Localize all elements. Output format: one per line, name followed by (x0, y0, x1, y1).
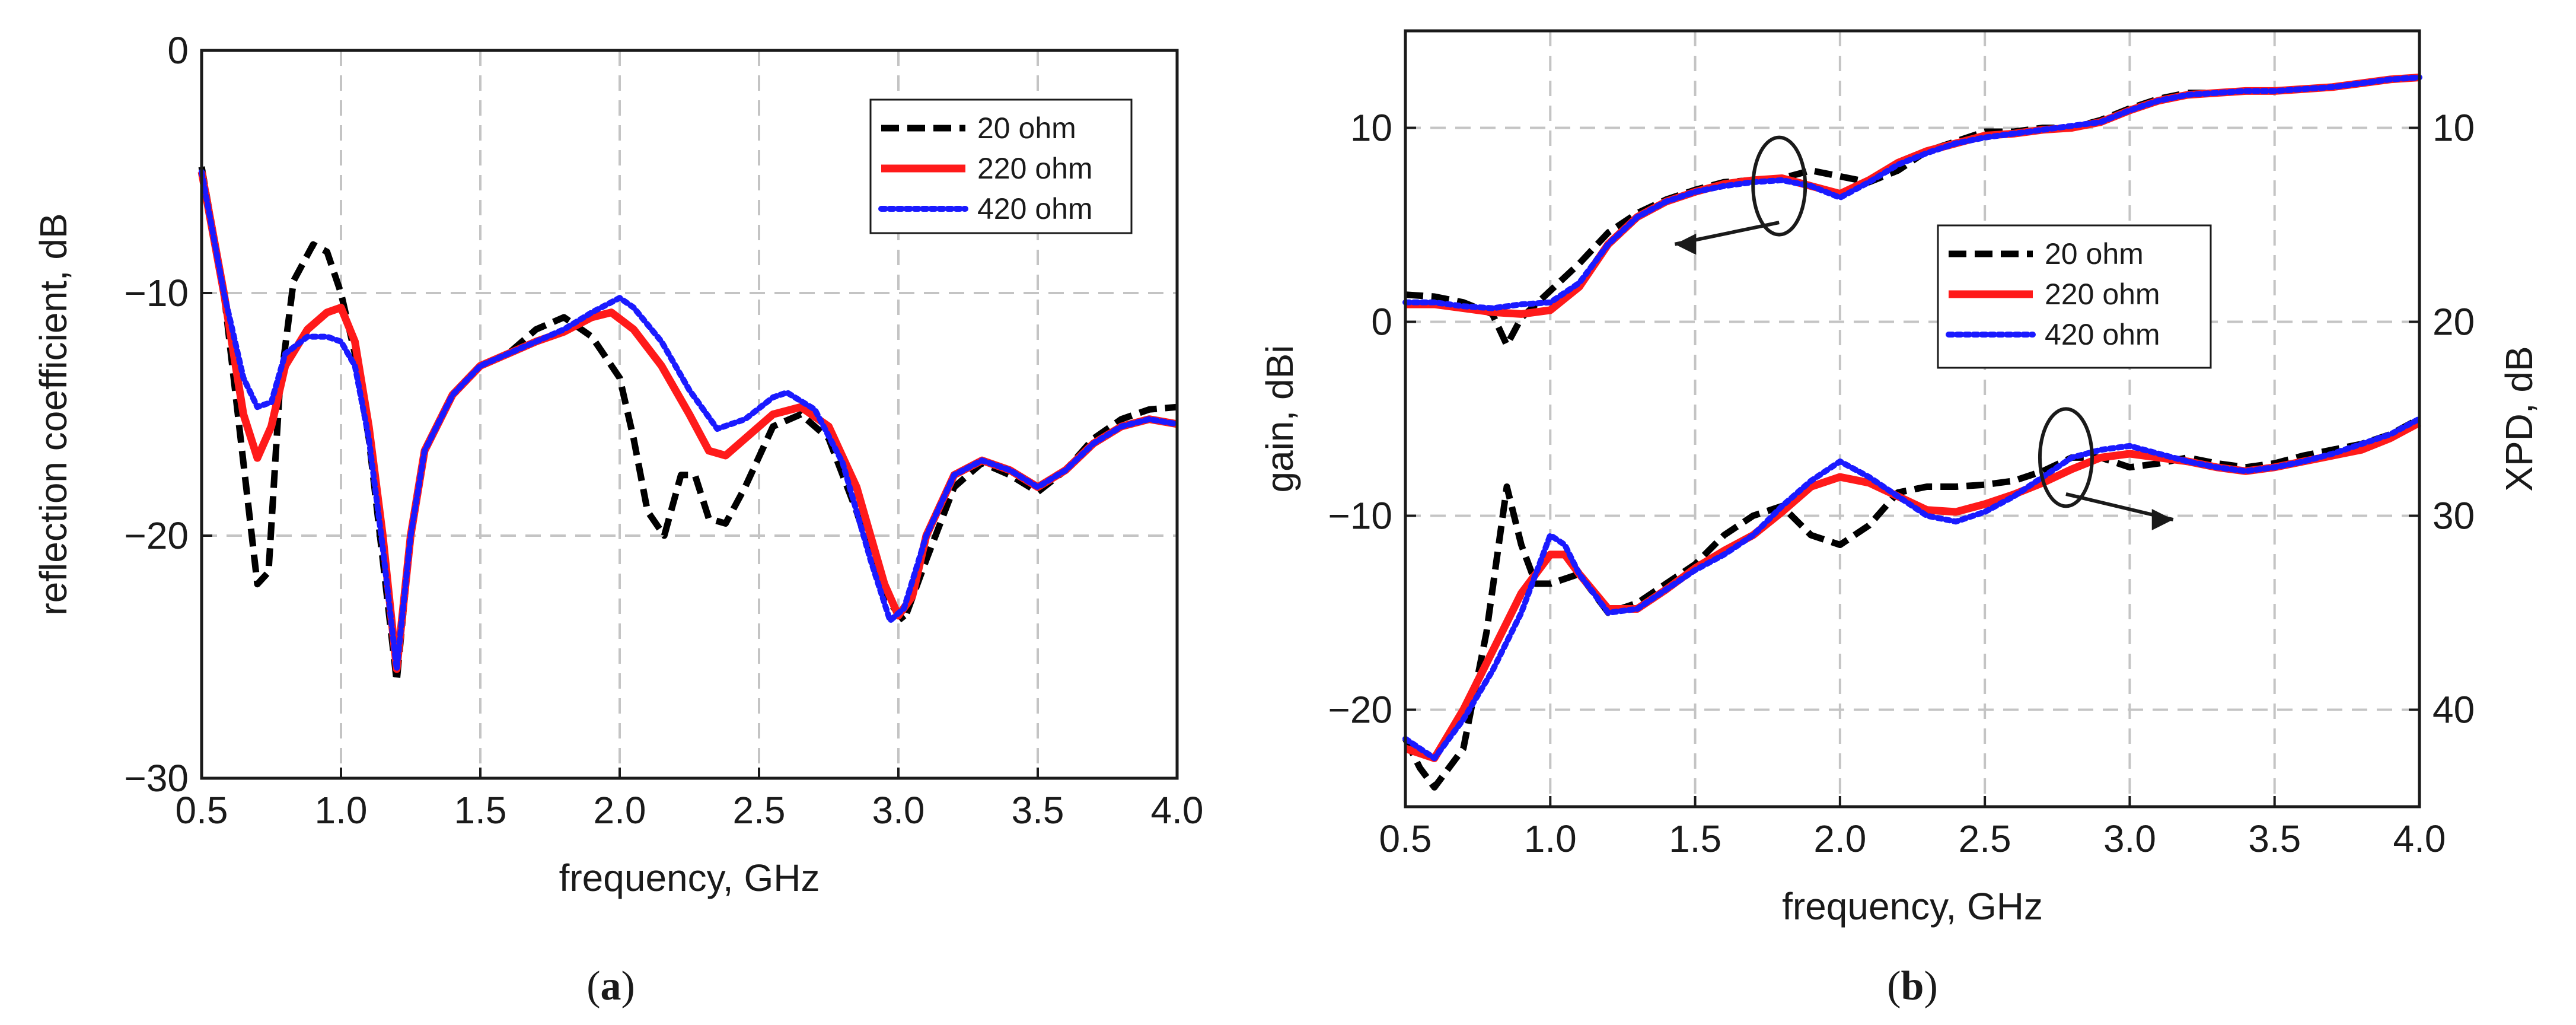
a-y-tick-label: −30 (124, 757, 189, 800)
a-series-220-ohm-line (197, 171, 1178, 673)
plot-b-legend: 20 ohm 220 ohm 420 ohm (1937, 224, 2212, 369)
a-legend-label-220-ohm: 220 ohm (977, 152, 1093, 185)
a-series-420-ohm-line (199, 168, 1180, 672)
plot-b-ticks: 0.5 1.0 1.5 2.0 2.5 3.0 3.5 4.0 10 0 −10 −20 10 20 30 4… (1328, 107, 2475, 861)
b-series-220-ohm-xpd-line (1404, 419, 2422, 762)
xpd-axis-indicator-arrowhead (2151, 509, 2173, 531)
b-y-tick-label: −20 (1328, 689, 1392, 731)
a-x-tick-label: 2.0 (594, 789, 646, 832)
a-legend-label-20-ohm: 20 ohm (977, 112, 1076, 145)
plot-a-caption-letter: a (601, 963, 621, 1009)
gain-axis-indicator-ellipse (1751, 135, 1807, 237)
b-x-tick-label: 4.0 (2393, 817, 2446, 860)
plot-b-series (1402, 74, 2422, 791)
plot-b-frame (1404, 29, 2421, 808)
a-y-tick-label: −10 (124, 272, 189, 314)
plot-a: 0.5 1.0 1.5 2.0 2.5 3.0 3.5 4.0 0 −10 −20 −30 frequ… (32, 29, 1203, 1009)
b-x-tick-label: 1.5 (1669, 817, 1721, 860)
plot-b-y-axis-title: gain, dBi (1258, 345, 1301, 492)
b-series-420-ohm-xpd-line (1402, 416, 2422, 762)
plot-a-frame (200, 49, 1179, 780)
b-legend-label-420-ohm: 420 ohm (2045, 318, 2160, 351)
plot-b-caption-letter: b (1901, 963, 1924, 1009)
b-y2-tick-label: 30 (2432, 495, 2475, 537)
b-y-tick-label: −10 (1328, 495, 1392, 537)
plot-b-y2-axis-title: XPD, dB (2498, 346, 2540, 491)
b-legend-label-220-ohm: 220 ohm (2045, 278, 2160, 311)
a-legend-label-420-ohm: 420 ohm (977, 192, 1093, 225)
plot-a-legend: 20 ohm 220 ohm 420 ohm (869, 98, 1133, 234)
b-x-tick-label: 0.5 (1379, 817, 1432, 860)
a-series-20-ohm-line (198, 166, 1178, 685)
plot-a-caption: (a) (586, 963, 635, 1009)
b-y-tick-label: 10 (1350, 107, 1392, 149)
plot-a-ticks: 0.5 1.0 1.5 2.0 2.5 3.0 3.5 4.0 0 −10 −20 −30 (124, 29, 1203, 832)
gain-axis-indicator-arrowhead (1675, 233, 1697, 255)
b-legend-label-20-ohm: 20 ohm (2045, 237, 2144, 270)
plot-a-series (197, 166, 1180, 685)
b-x-tick-label: 3.5 (2248, 817, 2301, 860)
a-y-tick-label: −20 (124, 514, 189, 557)
plot-b-axis-indicators (1674, 135, 2174, 531)
b-series-20-ohm-xpd-line (1402, 416, 2421, 791)
plot-b-caption: (b) (1887, 963, 1938, 1009)
b-x-tick-label: 1.0 (1524, 817, 1577, 860)
plot-b: 0.5 1.0 1.5 2.0 2.5 3.0 3.5 4.0 10 0 −10 −20 10 20 30 4… (1258, 29, 2540, 1009)
a-x-tick-label: 3.0 (872, 789, 925, 832)
plot-a-x-axis-title: frequency, GHz (559, 857, 820, 899)
a-y-tick-label: 0 (167, 29, 189, 72)
plot-b-x-axis-title: frequency, GHz (1782, 885, 2043, 928)
xpd-axis-indicator-ellipse (2038, 407, 2094, 508)
b-y2-tick-label: 40 (2432, 689, 2475, 731)
a-x-tick-label: 2.5 (733, 789, 786, 832)
b-series-420-ohm-gain-line (1402, 74, 2422, 311)
b-y2-tick-label: 10 (2432, 107, 2475, 149)
plot-a-gridlines (202, 50, 1177, 778)
a-x-tick-label: 4.0 (1151, 789, 1204, 832)
b-x-tick-label: 2.5 (1959, 817, 2011, 860)
a-x-tick-label: 3.5 (1012, 789, 1064, 832)
plot-b-gridlines (1405, 31, 2419, 807)
b-x-tick-label: 2.0 (1813, 817, 1866, 860)
a-x-tick-label: 1.5 (454, 789, 507, 832)
a-x-tick-label: 0.5 (176, 789, 228, 832)
plot-a-y-axis-title: reflection coefficient, dB (32, 213, 75, 615)
a-x-tick-label: 1.0 (315, 789, 368, 832)
b-series-220-ohm-gain-line (1405, 74, 2420, 318)
b-x-tick-label: 3.0 (2103, 817, 2156, 860)
b-y2-tick-label: 20 (2432, 301, 2475, 343)
b-y-tick-label: 0 (1371, 301, 1392, 343)
